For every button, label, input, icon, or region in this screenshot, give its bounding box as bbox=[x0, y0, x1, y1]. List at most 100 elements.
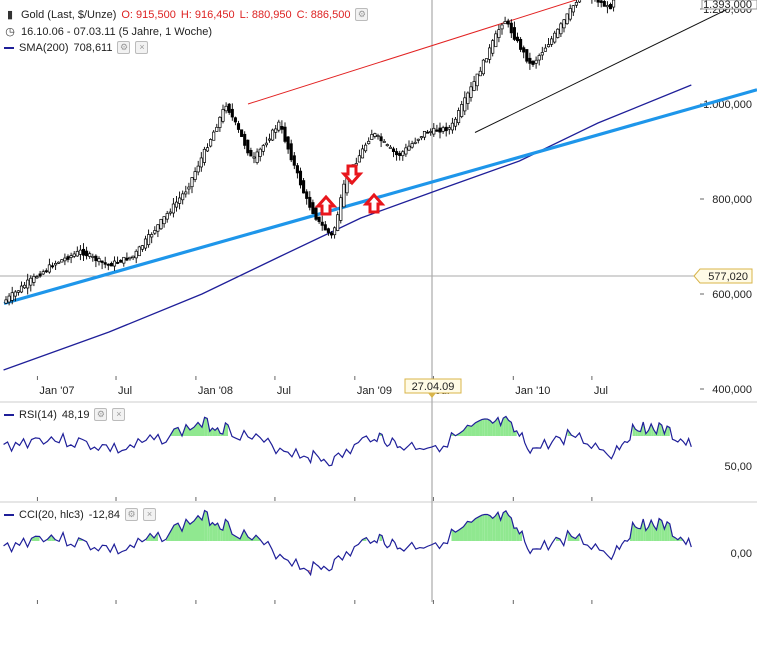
rsi-overbought-fill bbox=[193, 422, 198, 436]
cci-overbought-fill bbox=[664, 521, 668, 541]
cci-overbought-fill bbox=[451, 529, 456, 541]
candle-body bbox=[329, 232, 334, 236]
candle-body bbox=[305, 191, 309, 199]
candle-body bbox=[292, 155, 296, 166]
candle-body bbox=[302, 180, 306, 194]
candle-body bbox=[233, 117, 237, 123]
cci-overbought-fill bbox=[170, 525, 175, 541]
settings-icon[interactable]: ⚙ bbox=[94, 408, 108, 421]
crosshair-date-label: 27.04.09 bbox=[412, 381, 455, 393]
cci-legend: CCI(20, hlc3) -12,84 ⚙ × bbox=[4, 508, 156, 521]
candle-body bbox=[385, 144, 389, 147]
candle-body bbox=[531, 61, 535, 65]
candle-body bbox=[236, 123, 241, 130]
candle-body bbox=[556, 28, 560, 38]
candle-body bbox=[410, 143, 414, 148]
rsi-overbought-fill bbox=[497, 417, 501, 436]
candle-body bbox=[401, 151, 405, 157]
candle-body bbox=[519, 38, 523, 50]
candle-body bbox=[553, 32, 557, 43]
settings-icon[interactable]: ⚙ bbox=[117, 41, 131, 54]
candle-body bbox=[227, 103, 231, 113]
candle-body bbox=[63, 257, 67, 262]
cci-overbought-fill bbox=[492, 515, 496, 541]
close-icon[interactable]: × bbox=[143, 508, 156, 521]
cci-overbought-fill bbox=[31, 536, 36, 541]
candle-body bbox=[435, 129, 439, 132]
sma-value: 708,611 bbox=[73, 41, 113, 54]
cci-overbought-fill bbox=[197, 515, 202, 541]
candle-body bbox=[562, 19, 566, 29]
cci-overbought-fill bbox=[513, 527, 517, 541]
candle-body bbox=[295, 165, 299, 174]
rsi-overbought-fill bbox=[490, 420, 493, 436]
candle-body bbox=[413, 141, 417, 144]
candle-body bbox=[571, 5, 575, 13]
candle-body bbox=[314, 207, 318, 220]
candle-body bbox=[23, 284, 27, 289]
candle-body bbox=[574, 1, 578, 6]
rsi-overbought-fill bbox=[503, 416, 506, 436]
x-tick-label: Jan '08 bbox=[198, 385, 233, 397]
close-icon[interactable]: × bbox=[112, 408, 126, 421]
cci-overbought-fill bbox=[511, 517, 514, 541]
candle-body bbox=[215, 126, 219, 132]
candle-body bbox=[534, 59, 538, 64]
candle-body bbox=[546, 44, 551, 48]
candle-body bbox=[165, 213, 169, 220]
rsi-line bbox=[3, 415, 692, 467]
candle-body bbox=[522, 47, 526, 53]
candle-body bbox=[568, 8, 572, 20]
cci-overbought-fill bbox=[467, 521, 472, 541]
cci-level-label: 0,00 bbox=[731, 548, 752, 560]
rsi-overbought-fill bbox=[651, 423, 654, 436]
candlestick-icon: ▮ bbox=[6, 9, 14, 21]
cci-overbought-fill bbox=[186, 519, 191, 541]
candle-body bbox=[577, 0, 582, 3]
candle-body bbox=[190, 177, 194, 188]
rsi-swatch bbox=[4, 413, 14, 416]
candle-body bbox=[447, 127, 451, 130]
y-tick-label: 1.000,000 bbox=[703, 99, 752, 111]
candle-body bbox=[472, 81, 476, 91]
candle-body bbox=[143, 238, 148, 249]
candle-body bbox=[267, 138, 272, 141]
candle-body bbox=[150, 234, 154, 238]
candle-body bbox=[528, 57, 532, 64]
settings-icon[interactable]: ⚙ bbox=[355, 8, 369, 21]
rsi-overbought-fill bbox=[505, 416, 509, 436]
rsi-overbought-fill bbox=[659, 422, 662, 436]
candle-body bbox=[88, 253, 92, 257]
settings-icon[interactable]: ⚙ bbox=[125, 508, 138, 521]
cci-overbought-fill bbox=[182, 519, 187, 541]
cci-label: CCI(20, hlc3) bbox=[19, 508, 84, 521]
candle-body bbox=[106, 263, 110, 266]
cci-overbought-fill bbox=[659, 518, 662, 541]
rsi-overbought-fill bbox=[467, 425, 472, 436]
candle-body bbox=[323, 224, 327, 231]
candle-body bbox=[497, 29, 501, 38]
candle-body bbox=[605, 5, 609, 8]
candle-body bbox=[339, 197, 343, 221]
candle-body bbox=[320, 221, 324, 226]
clock-icon: ◷ bbox=[5, 26, 15, 38]
rsi-overbought-fill bbox=[484, 418, 488, 436]
rsi-overbought-fill bbox=[500, 418, 504, 436]
x-tick-label: Jul bbox=[118, 385, 132, 397]
candle-body bbox=[47, 264, 51, 273]
cci-swatch bbox=[4, 513, 14, 516]
date-range: 16.10.06 - 07.03.11 (5 Jahre, 1 Woche) bbox=[21, 25, 212, 38]
candle-body bbox=[333, 227, 337, 236]
candle-body bbox=[491, 40, 495, 54]
rsi-value: 48,19 bbox=[61, 408, 90, 421]
close-icon[interactable]: × bbox=[135, 41, 149, 54]
candle-body bbox=[252, 156, 256, 159]
rsi-overbought-fill bbox=[632, 424, 636, 436]
candle-body bbox=[7, 295, 11, 303]
crosshair-price-tag bbox=[693, 268, 753, 284]
candle-body bbox=[388, 146, 392, 149]
cci-overbought-fill bbox=[661, 520, 665, 541]
candle-body bbox=[85, 250, 89, 257]
candle-body bbox=[122, 256, 126, 264]
